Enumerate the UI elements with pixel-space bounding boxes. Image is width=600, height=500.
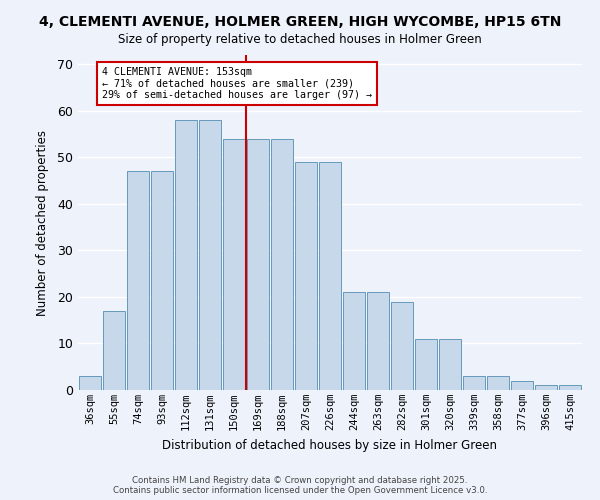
Bar — [415, 339, 437, 390]
Bar — [271, 138, 293, 390]
Text: Size of property relative to detached houses in Holmer Green: Size of property relative to detached ho… — [118, 32, 482, 46]
X-axis label: Distribution of detached houses by size in Holmer Green: Distribution of detached houses by size … — [163, 438, 497, 452]
Bar — [199, 120, 221, 390]
Bar — [319, 162, 341, 390]
Bar — [439, 339, 461, 390]
Bar — [175, 120, 197, 390]
Bar — [151, 172, 173, 390]
Bar — [223, 138, 245, 390]
Bar — [343, 292, 365, 390]
Bar — [127, 172, 149, 390]
Bar — [79, 376, 101, 390]
Bar — [247, 138, 269, 390]
Text: Contains HM Land Registry data © Crown copyright and database right 2025.
Contai: Contains HM Land Registry data © Crown c… — [113, 476, 487, 495]
Text: 4, CLEMENTI AVENUE, HOLMER GREEN, HIGH WYCOMBE, HP15 6TN: 4, CLEMENTI AVENUE, HOLMER GREEN, HIGH W… — [39, 15, 561, 29]
Bar — [487, 376, 509, 390]
Bar — [559, 386, 581, 390]
Bar — [511, 380, 533, 390]
Text: 4 CLEMENTI AVENUE: 153sqm
← 71% of detached houses are smaller (239)
29% of semi: 4 CLEMENTI AVENUE: 153sqm ← 71% of detac… — [102, 66, 372, 100]
Bar — [367, 292, 389, 390]
Bar — [295, 162, 317, 390]
Bar — [391, 302, 413, 390]
Bar — [463, 376, 485, 390]
Y-axis label: Number of detached properties: Number of detached properties — [36, 130, 49, 316]
Bar — [535, 386, 557, 390]
Bar — [103, 311, 125, 390]
